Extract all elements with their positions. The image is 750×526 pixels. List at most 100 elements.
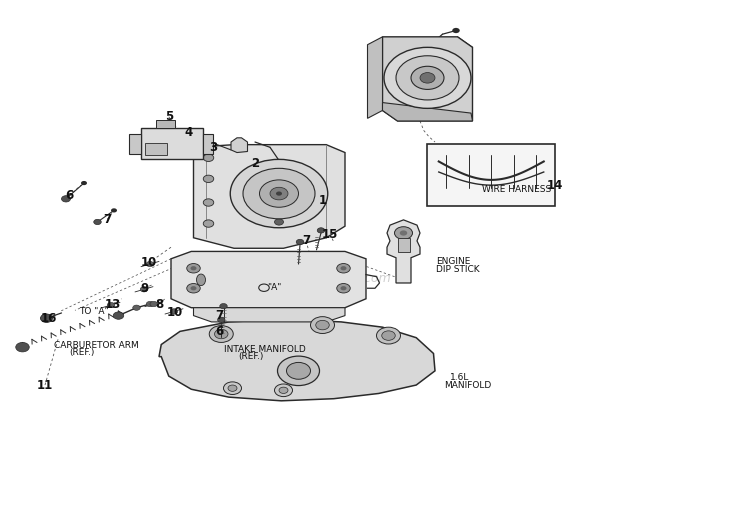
Circle shape [317, 228, 325, 233]
Circle shape [452, 28, 460, 33]
Circle shape [209, 326, 233, 342]
Circle shape [111, 208, 117, 213]
Circle shape [278, 356, 320, 386]
Polygon shape [382, 37, 472, 121]
Circle shape [400, 230, 407, 236]
Text: 15: 15 [322, 228, 338, 240]
Circle shape [340, 286, 346, 290]
Circle shape [274, 219, 284, 225]
Circle shape [260, 180, 299, 207]
Text: (REF.): (REF.) [69, 348, 94, 357]
Polygon shape [387, 220, 420, 283]
Text: 1.6L: 1.6L [450, 373, 470, 382]
Text: eReplacementParts.com: eReplacementParts.com [238, 272, 392, 285]
Circle shape [394, 227, 412, 239]
Text: 6: 6 [64, 189, 74, 202]
Text: MANIFOLD: MANIFOLD [444, 380, 491, 390]
Text: 6: 6 [216, 325, 223, 338]
Polygon shape [194, 308, 345, 322]
Text: 7: 7 [104, 213, 111, 226]
Circle shape [203, 199, 214, 206]
Circle shape [187, 264, 200, 273]
Text: TO "A": TO "A" [80, 307, 110, 317]
Polygon shape [231, 138, 248, 153]
Circle shape [286, 362, 310, 379]
Circle shape [40, 314, 53, 322]
Polygon shape [368, 37, 382, 118]
Circle shape [310, 317, 334, 333]
Circle shape [230, 159, 328, 228]
Polygon shape [382, 103, 472, 121]
Circle shape [337, 264, 350, 273]
Circle shape [150, 301, 158, 307]
Text: 11: 11 [37, 379, 53, 391]
Bar [141, 128, 202, 159]
Circle shape [187, 284, 200, 293]
Circle shape [81, 181, 87, 185]
Text: 10: 10 [166, 307, 183, 319]
Circle shape [16, 342, 29, 352]
Circle shape [190, 286, 196, 290]
Circle shape [133, 305, 140, 310]
Text: 1: 1 [319, 195, 326, 207]
Ellipse shape [196, 274, 206, 286]
Text: 13: 13 [104, 298, 121, 310]
Circle shape [420, 73, 435, 83]
Polygon shape [129, 134, 141, 154]
Bar [427, 144, 555, 206]
Circle shape [170, 309, 178, 314]
Circle shape [214, 329, 228, 339]
Circle shape [217, 317, 225, 322]
Text: 9: 9 [141, 282, 148, 295]
Text: 7: 7 [216, 309, 223, 322]
Bar [145, 143, 167, 155]
Circle shape [203, 154, 214, 161]
Polygon shape [202, 134, 213, 154]
Text: 16: 16 [40, 312, 57, 325]
Text: (REF.): (REF.) [238, 352, 264, 361]
Text: 3: 3 [210, 141, 218, 154]
Circle shape [190, 266, 196, 270]
Circle shape [203, 220, 214, 227]
Circle shape [296, 239, 304, 245]
Text: WIRE HARNESS: WIRE HARNESS [482, 185, 551, 194]
Circle shape [146, 261, 154, 267]
Circle shape [316, 320, 329, 330]
Text: INTAKE MANIFOLD: INTAKE MANIFOLD [224, 345, 305, 355]
Circle shape [270, 187, 288, 200]
Circle shape [376, 327, 400, 344]
Circle shape [224, 382, 242, 394]
Circle shape [276, 191, 282, 196]
Text: 5: 5 [165, 110, 172, 123]
Circle shape [146, 301, 154, 307]
Circle shape [220, 304, 227, 309]
Polygon shape [171, 251, 366, 308]
Text: CARBURETOR ARM: CARBURETOR ARM [54, 341, 139, 350]
Bar [156, 120, 175, 128]
Circle shape [396, 56, 459, 100]
Polygon shape [194, 145, 345, 248]
Text: 8: 8 [154, 298, 164, 310]
Circle shape [94, 219, 101, 225]
Circle shape [340, 266, 346, 270]
Circle shape [259, 284, 269, 291]
Text: ENGINE: ENGINE [436, 257, 471, 267]
Circle shape [203, 175, 214, 183]
Circle shape [337, 284, 350, 293]
Circle shape [62, 196, 70, 202]
Circle shape [243, 168, 315, 219]
Circle shape [228, 385, 237, 391]
Text: 2: 2 [251, 157, 259, 169]
Circle shape [107, 302, 115, 308]
Circle shape [274, 384, 292, 397]
Text: 4: 4 [184, 126, 194, 139]
Circle shape [279, 387, 288, 393]
Polygon shape [159, 319, 435, 401]
Text: 10: 10 [140, 257, 157, 269]
Circle shape [384, 47, 471, 108]
Circle shape [382, 331, 395, 340]
Text: "A": "A" [267, 283, 281, 292]
Circle shape [140, 287, 148, 292]
Circle shape [411, 66, 444, 89]
Text: DIP STICK: DIP STICK [436, 265, 480, 274]
